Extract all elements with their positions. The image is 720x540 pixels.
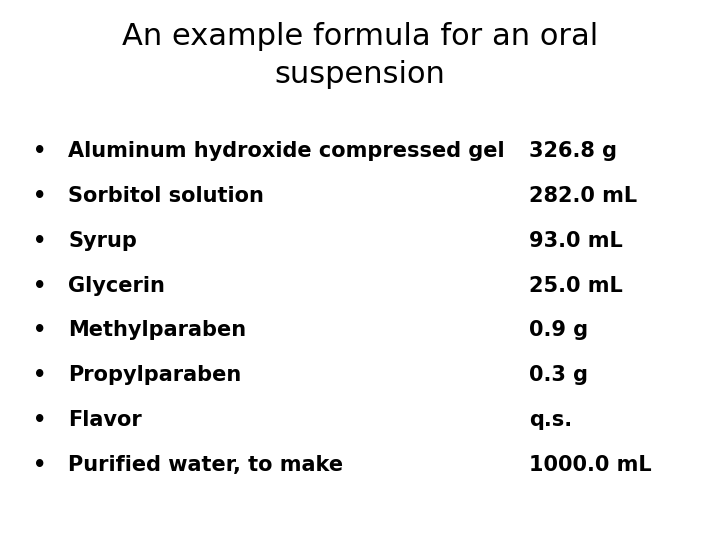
Text: Methylparaben: Methylparaben xyxy=(68,320,246,341)
Text: •: • xyxy=(33,410,46,430)
Text: •: • xyxy=(33,231,46,251)
Text: Aluminum hydroxide compressed gel: Aluminum hydroxide compressed gel xyxy=(68,141,505,161)
Text: •: • xyxy=(33,275,46,296)
Text: Syrup: Syrup xyxy=(68,231,138,251)
Text: Glycerin: Glycerin xyxy=(68,275,166,296)
Text: Flavor: Flavor xyxy=(68,410,142,430)
Text: Purified water, to make: Purified water, to make xyxy=(68,455,343,475)
Text: •: • xyxy=(33,141,46,161)
Text: Propylparaben: Propylparaben xyxy=(68,365,242,386)
Text: 93.0 mL: 93.0 mL xyxy=(529,231,623,251)
Text: 0.9 g: 0.9 g xyxy=(529,320,588,341)
Text: •: • xyxy=(33,320,46,341)
Text: 326.8 g: 326.8 g xyxy=(529,141,617,161)
Text: 0.3 g: 0.3 g xyxy=(529,365,588,386)
Text: •: • xyxy=(33,365,46,386)
Text: •: • xyxy=(33,186,46,206)
Text: 282.0 mL: 282.0 mL xyxy=(529,186,637,206)
Text: Sorbitol solution: Sorbitol solution xyxy=(68,186,264,206)
Text: 1000.0 mL: 1000.0 mL xyxy=(529,455,652,475)
Text: q.s.: q.s. xyxy=(529,410,572,430)
Text: •: • xyxy=(33,455,46,475)
Text: 25.0 mL: 25.0 mL xyxy=(529,275,623,296)
Text: An example formula for an oral
suspension: An example formula for an oral suspensio… xyxy=(122,22,598,89)
